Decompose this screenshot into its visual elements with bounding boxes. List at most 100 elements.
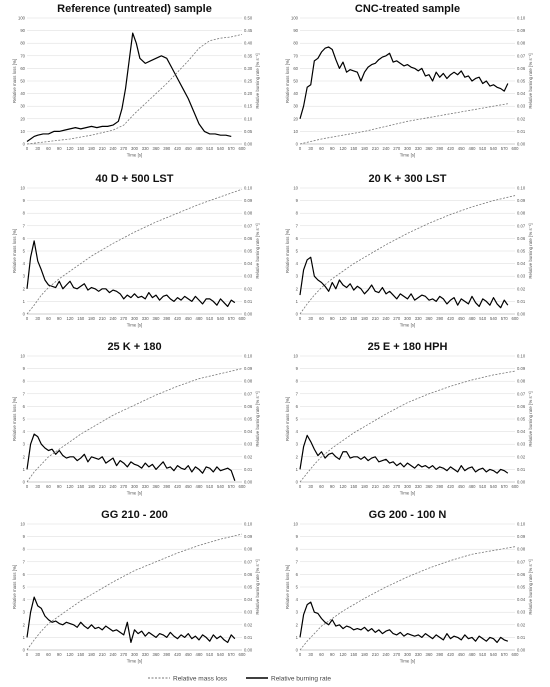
x-axis-label: Time [s] [400,491,415,496]
x-tick-label: 210 [372,146,380,151]
y-tick-label: 5 [23,417,26,422]
y-axis-label: Relative mass loss [%] [12,59,17,103]
y-tick-label: 60 [293,66,298,71]
burning-rate-line [26,596,236,644]
y-tick-label: 70 [20,53,25,58]
x-tick-label: 90 [330,316,335,321]
y2-tick-label: 0.06 [517,404,526,409]
y-tick-label: 9 [23,534,26,539]
x-tick-label: 240 [383,652,391,657]
x-tick-label: 330 [415,484,423,489]
x-tick-label: 420 [174,652,182,657]
x-tick-label: 540 [490,652,498,657]
y-tick-label: 6 [23,572,26,577]
chart-panel: 20 K + 300 LST 0 1 2 3 4 5 6 7 8 9 10 0.00 0.01 0.02 0.… [285,173,533,328]
y2-tick-label: 0.00 [517,480,526,485]
y2-tick-label: 0.00 [517,648,526,653]
y-axis-label: Relative mass loss [%] [12,397,17,441]
y2-tick-label: 0.02 [517,454,526,459]
chart-panel: 25 K + 180 0 1 2 3 4 5 6 7 8 9 10 0.00 0.01 0.02 0.03 0.… [12,341,260,496]
y-tick-label: 80 [293,41,298,46]
x-tick-label: 60 [319,484,324,489]
y2-tick-label: 0.07 [244,391,253,396]
chart-title: 25 E + 180 HPH [368,341,448,353]
x-tick-label: 600 [512,484,520,489]
y2-tick-label: 0.06 [517,66,526,71]
y2-tick-label: 0.08 [517,211,526,216]
x-tick-label: 330 [142,652,150,657]
y-tick-label: 5 [23,585,26,590]
x-tick-label: 420 [447,484,455,489]
x-tick-label: 300 [404,146,412,151]
y-tick-label: 20 [20,116,25,121]
y-tick-label: 0 [23,142,26,147]
y-tick-label: 5 [296,417,299,422]
y2-tick-label: 0.00 [244,312,253,317]
y-tick-label: 1 [23,299,26,304]
x-tick-label: 270 [393,652,401,657]
y-tick-label: 3 [296,442,299,447]
x-tick-label: 270 [120,484,128,489]
x-tick-label: 150 [350,484,358,489]
y2-axis-label: Relative burning rate [% s⁻¹] [255,223,260,278]
y-axis-label: Relative mass loss [%] [285,59,290,103]
x-tick-label: 120 [340,146,348,151]
y-axis-label: Relative mass loss [%] [285,229,290,273]
x-tick-label: 450 [185,316,193,321]
x-tick-label: 240 [383,146,391,151]
x-tick-label: 540 [490,484,498,489]
x-axis-label: Time [s] [400,153,415,158]
y2-tick-label: 0.02 [517,116,526,121]
y2-tick-label: 0.02 [244,622,253,627]
x-tick-label: 120 [67,146,75,151]
x-tick-label: 120 [340,316,348,321]
x-tick-label: 300 [131,484,139,489]
y2-tick-label: 0.09 [517,28,526,33]
y2-axis-label: Relative burning rate [% s⁻¹] [528,391,533,446]
y-tick-label: 2 [23,622,26,627]
x-tick-label: 330 [415,316,423,321]
y-tick-label: 30 [20,104,25,109]
chart-title: CNC-treated sample [355,3,460,15]
x-tick-label: 30 [308,316,313,321]
y-tick-label: 2 [23,286,26,291]
y-tick-label: 6 [296,404,299,409]
y2-tick-label: 0.07 [244,223,253,228]
y2-tick-label: 0.10 [517,186,526,191]
x-tick-label: 510 [479,316,487,321]
y2-tick-label: 0.35 [244,53,253,58]
x-tick-label: 510 [479,652,487,657]
x-tick-label: 510 [206,316,214,321]
y-tick-label: 4 [23,429,26,434]
y2-tick-label: 0.30 [244,66,253,71]
y2-tick-label: 0.10 [517,16,526,21]
y-tick-label: 4 [23,597,26,602]
y2-tick-label: 0.05 [244,585,253,590]
x-tick-label: 510 [206,146,214,151]
x-tick-label: 180 [361,484,369,489]
y2-tick-label: 0.00 [517,142,526,147]
y-tick-label: 4 [296,261,299,266]
y-tick-label: 3 [23,610,26,615]
x-tick-label: 480 [196,316,204,321]
y-tick-label: 6 [23,404,26,409]
y-tick-label: 80 [20,41,25,46]
x-tick-label: 210 [372,316,380,321]
y2-tick-label: 0.07 [517,53,526,58]
x-tick-label: 300 [404,484,412,489]
y2-tick-label: 0.02 [244,286,253,291]
y-tick-label: 0 [23,312,26,317]
y-tick-label: 10 [20,354,25,359]
y-axis-label: Relative mass loss [%] [285,565,290,609]
y2-tick-label: 0.25 [244,79,253,84]
mass-loss-line [299,103,508,145]
x-tick-label: 90 [57,484,62,489]
y2-tick-label: 0.07 [517,391,526,396]
x-tick-label: 570 [228,146,236,151]
y-tick-label: 100 [291,16,299,21]
x-tick-label: 600 [512,146,520,151]
y2-tick-label: 0.00 [244,480,253,485]
x-tick-label: 240 [110,146,118,151]
x-tick-label: 390 [436,484,444,489]
y2-axis-label: Relative burning rate [% s⁻¹] [255,391,260,446]
